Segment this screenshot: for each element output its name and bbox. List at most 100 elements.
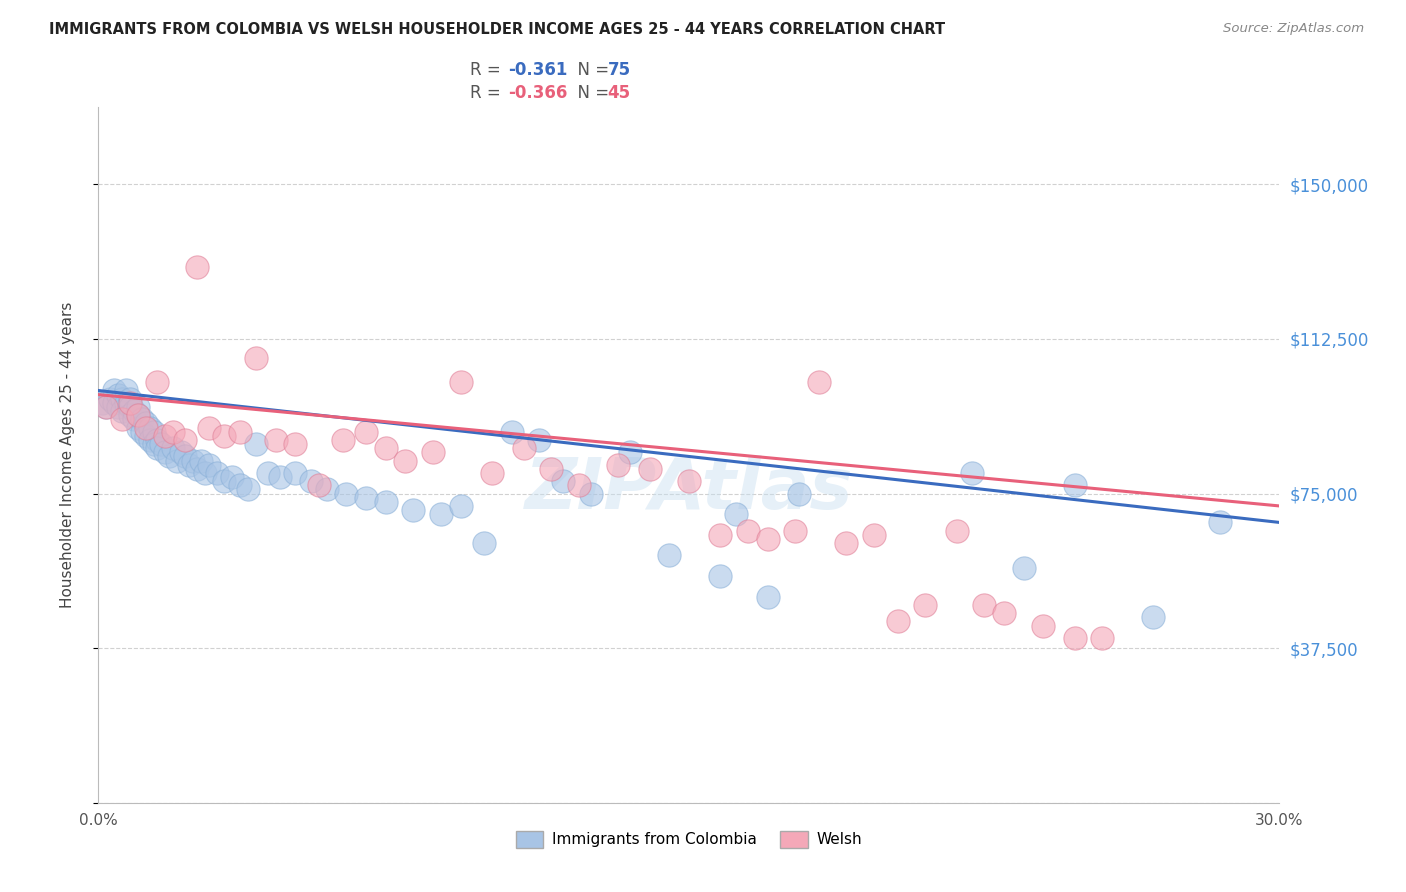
Point	[162, 425, 184, 439]
Point	[450, 376, 472, 390]
Point	[1142, 610, 1164, 624]
Point	[709, 569, 731, 583]
Point	[914, 598, 936, 612]
Point	[118, 396, 141, 410]
Point	[131, 425, 153, 439]
Point	[1063, 478, 1085, 492]
Point	[245, 437, 267, 451]
Point	[638, 462, 661, 476]
Point	[315, 483, 337, 497]
Point	[308, 478, 330, 492]
Point	[481, 466, 503, 480]
Point	[138, 420, 160, 434]
Point	[374, 495, 396, 509]
Point	[264, 433, 287, 447]
Point	[945, 524, 967, 538]
Point	[430, 507, 453, 521]
Point	[174, 450, 197, 464]
Point	[335, 486, 357, 500]
Legend: Immigrants from Colombia, Welsh: Immigrants from Colombia, Welsh	[509, 824, 869, 855]
Point	[138, 433, 160, 447]
Point	[186, 462, 208, 476]
Point	[205, 466, 228, 480]
Point	[284, 466, 307, 480]
Point	[529, 433, 551, 447]
Point	[135, 429, 157, 443]
Point	[221, 470, 243, 484]
Text: Source: ZipAtlas.com: Source: ZipAtlas.com	[1223, 22, 1364, 36]
Point	[332, 433, 354, 447]
Point	[162, 441, 184, 455]
Point	[229, 478, 252, 492]
Point	[993, 606, 1015, 620]
Point	[450, 499, 472, 513]
Point	[284, 437, 307, 451]
Point	[118, 392, 141, 406]
Point	[354, 491, 377, 505]
Point	[1063, 631, 1085, 645]
Point	[756, 590, 779, 604]
Point	[118, 400, 141, 414]
Point	[709, 528, 731, 542]
Point	[186, 260, 208, 274]
Point	[122, 404, 145, 418]
Point	[103, 384, 125, 398]
Point	[256, 466, 278, 480]
Text: 45: 45	[607, 84, 630, 102]
Point	[236, 483, 259, 497]
Point	[103, 396, 125, 410]
Point	[127, 409, 149, 423]
Point	[135, 417, 157, 431]
Point	[157, 450, 180, 464]
Point	[472, 536, 495, 550]
Y-axis label: Householder Income Ages 25 - 44 years: Householder Income Ages 25 - 44 years	[60, 301, 75, 608]
Point	[269, 470, 291, 484]
Point	[96, 400, 118, 414]
Point	[1012, 561, 1035, 575]
Point	[174, 433, 197, 447]
Point	[551, 474, 574, 488]
Point	[678, 474, 700, 488]
Point	[785, 524, 807, 538]
Point	[374, 441, 396, 455]
Point	[299, 474, 322, 488]
Point	[214, 429, 236, 443]
Point	[170, 445, 193, 459]
Point	[127, 409, 149, 423]
Point	[98, 392, 121, 406]
Text: -0.361: -0.361	[508, 62, 568, 79]
Point	[135, 420, 157, 434]
Point	[146, 441, 169, 455]
Point	[197, 420, 219, 434]
Point	[107, 400, 129, 414]
Point	[155, 429, 177, 443]
Text: R =: R =	[471, 62, 506, 79]
Point	[1209, 516, 1232, 530]
Point	[214, 474, 236, 488]
Point	[394, 453, 416, 467]
Point	[973, 598, 995, 612]
Point	[111, 412, 134, 426]
Point	[107, 387, 129, 401]
Point	[127, 400, 149, 414]
Point	[501, 425, 523, 439]
Point	[787, 486, 810, 500]
Text: 75: 75	[607, 62, 630, 79]
Point	[962, 466, 984, 480]
Point	[756, 532, 779, 546]
Point	[725, 507, 748, 521]
Point	[737, 524, 759, 538]
Point	[146, 376, 169, 390]
Point	[194, 466, 217, 480]
Text: ZIPAtlas: ZIPAtlas	[524, 455, 853, 524]
Point	[131, 412, 153, 426]
Point	[115, 396, 138, 410]
Point	[886, 615, 908, 629]
Point	[127, 420, 149, 434]
Point	[115, 384, 138, 398]
Point	[835, 536, 858, 550]
Point	[155, 445, 177, 459]
Point	[150, 437, 173, 451]
Point	[190, 453, 212, 467]
Text: IMMIGRANTS FROM COLOMBIA VS WELSH HOUSEHOLDER INCOME AGES 25 - 44 YEARS CORRELAT: IMMIGRANTS FROM COLOMBIA VS WELSH HOUSEH…	[49, 22, 945, 37]
